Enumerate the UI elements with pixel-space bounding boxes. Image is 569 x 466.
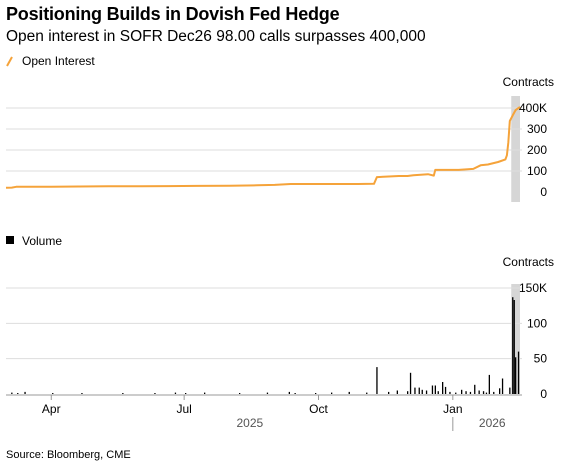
x-tick-label: Jan — [443, 402, 462, 416]
volume-bar — [512, 297, 514, 394]
legend-swatch-volume — [6, 236, 14, 244]
volume-bar — [348, 391, 350, 394]
volume-bar — [461, 389, 463, 394]
volume-bar — [52, 393, 54, 394]
volume-bar — [517, 351, 520, 394]
chart-subtitle: Open interest in SOFR Dec26 98.00 calls … — [6, 28, 426, 45]
y-tick-label: 50 — [534, 352, 548, 366]
volume-bar — [474, 384, 476, 394]
legend-label-open-interest: Open Interest — [22, 54, 95, 68]
y-tick-label: 200 — [527, 143, 547, 157]
legend-label-volume: Volume — [22, 234, 62, 248]
y-tick-label: 100 — [527, 316, 547, 330]
volume-bar — [515, 357, 517, 394]
volume-bar — [11, 392, 13, 394]
volume-bar — [407, 391, 409, 394]
y-tick-label: 150K — [519, 281, 547, 295]
x-tick-label: Apr — [42, 402, 61, 416]
y-tick-label: 0 — [540, 387, 547, 401]
volume-bar — [478, 390, 480, 394]
volume-bar — [485, 392, 488, 394]
volume-bar — [509, 387, 511, 394]
volume-bar — [482, 391, 485, 394]
volume-bar — [418, 387, 420, 394]
year-label: 2026 — [479, 416, 506, 430]
y-tick-label: 300 — [527, 122, 547, 136]
volume-bar — [154, 393, 156, 394]
volume-bar — [366, 392, 368, 394]
chart-title: Positioning Builds in Dovish Fed Hedge — [6, 4, 340, 24]
highlight-band — [511, 284, 520, 394]
volume-bar — [122, 393, 124, 394]
y-tick-label: 100 — [527, 164, 547, 178]
volume-bar — [376, 367, 378, 394]
volume-bar — [442, 382, 444, 394]
y-axis-unit-label: Contracts — [503, 75, 554, 89]
volume-bar — [331, 392, 333, 394]
volume-bar — [288, 391, 290, 394]
volume-bar — [315, 393, 317, 394]
x-tick-label: Jul — [176, 402, 191, 416]
year-label: 2025 — [237, 416, 264, 430]
volume-bar — [501, 378, 504, 394]
volume-bar — [421, 389, 423, 394]
y-tick-label: 0 — [540, 185, 547, 199]
source-note: Source: Bloomberg, CME — [6, 449, 131, 461]
volume-bar — [396, 390, 398, 394]
volume-bar — [449, 391, 451, 394]
volume-bar — [388, 391, 390, 394]
volume-bar — [434, 385, 436, 394]
volume-bar — [409, 372, 412, 394]
volume-bar — [431, 385, 434, 394]
highlight-band — [511, 96, 520, 202]
volume-bar — [444, 386, 447, 394]
volume-bar — [469, 391, 472, 394]
volume-bar — [17, 393, 19, 394]
volume-bar — [493, 391, 495, 394]
volume-bar — [437, 391, 439, 394]
volume-bar — [239, 393, 241, 394]
volume-bar — [185, 393, 187, 394]
volume-bar — [174, 392, 177, 394]
volume-bar — [455, 392, 457, 394]
legend-swatch-open-interest — [6, 56, 13, 67]
volume-bar — [204, 392, 206, 394]
volume-bar — [81, 393, 83, 394]
x-tick-label: Oct — [309, 402, 328, 416]
volume-bar — [465, 391, 467, 394]
y-tick-label: 400K — [519, 101, 547, 115]
volume-bar — [414, 387, 416, 394]
volume-bar — [266, 392, 269, 394]
volume-bar — [294, 393, 296, 394]
volume-bar — [425, 390, 428, 394]
volume-bar — [24, 391, 26, 394]
series-line-open-interest — [5, 106, 521, 189]
volume-bar — [513, 300, 515, 394]
y-axis-unit-label: Contracts — [503, 255, 554, 269]
volume-bar — [499, 388, 501, 394]
volume-bar — [488, 374, 490, 394]
